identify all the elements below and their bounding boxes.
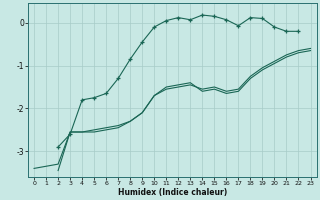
X-axis label: Humidex (Indice chaleur): Humidex (Indice chaleur)	[118, 188, 227, 197]
